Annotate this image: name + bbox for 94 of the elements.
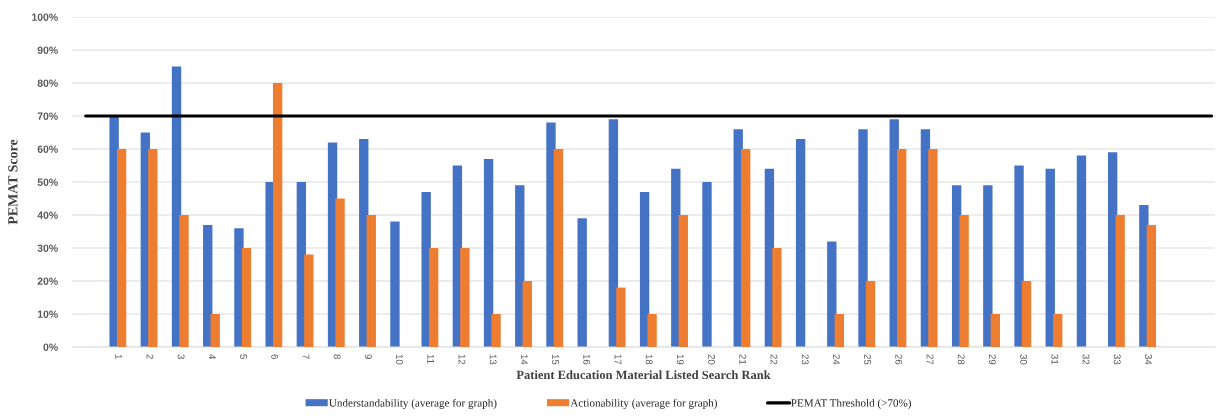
bar <box>148 149 158 347</box>
bar <box>795 139 806 347</box>
legend-label: PEMAT Threshold (>70%) <box>791 398 911 409</box>
y-tick-label: 70% <box>37 112 58 120</box>
bar <box>366 215 376 347</box>
bar <box>1053 314 1063 347</box>
y-tick-label: 40% <box>37 211 58 219</box>
bar <box>335 198 345 347</box>
x-tick-label: 34 <box>1144 354 1152 365</box>
bar <box>772 248 782 347</box>
bar <box>741 149 751 347</box>
x-tick-label: 11 <box>427 354 435 364</box>
x-tick-label: 10 <box>396 354 403 365</box>
bar <box>1045 168 1055 347</box>
bar <box>460 248 470 347</box>
x-tick-label: 23 <box>801 354 809 365</box>
bar <box>983 185 993 347</box>
y-tick-label: 100% <box>32 13 58 21</box>
bar <box>522 281 532 347</box>
bar <box>1146 224 1157 347</box>
bar <box>1021 281 1032 347</box>
x-tick-label: 1 <box>115 354 123 359</box>
x-tick-label: 22 <box>770 354 778 365</box>
x-tick-label: 31 <box>1051 354 1059 365</box>
bar <box>577 218 587 347</box>
bar <box>203 224 213 347</box>
x-axis-title: Patient Education Material Listed Search Rank <box>516 370 771 380</box>
x-tick-label: 5 <box>240 354 247 359</box>
bar <box>959 215 969 347</box>
legend-label: Understandability (average for graph) <box>329 398 497 409</box>
bar <box>272 83 283 347</box>
bar <box>834 314 844 347</box>
x-tick-label: 16 <box>583 354 591 365</box>
x-tick-label: 18 <box>645 354 653 365</box>
y-tick-label: 0% <box>43 343 58 351</box>
bar <box>702 182 712 347</box>
x-tick-label: 8 <box>333 354 341 359</box>
bar <box>428 248 439 347</box>
y-tick-label: 90% <box>37 46 58 54</box>
x-tick-label: 12 <box>458 354 466 365</box>
y-tick-label: 80% <box>37 79 58 87</box>
x-tick-label: 25 <box>864 354 872 365</box>
legend-label: Actionability (average for graph) <box>570 398 717 409</box>
x-tick-label: 14 <box>521 354 528 365</box>
bar <box>616 287 626 347</box>
bar <box>390 221 400 347</box>
x-tick-label: 13 <box>489 354 497 365</box>
y-axis-title: PEMAT Score <box>8 139 18 225</box>
bar <box>304 254 314 347</box>
bar <box>608 119 619 347</box>
y-tick-label: 50% <box>37 178 58 186</box>
x-tick-label: 7 <box>302 354 310 359</box>
bar <box>483 158 494 347</box>
bar <box>647 314 657 347</box>
bar <box>179 215 189 347</box>
y-tick-label: 20% <box>37 277 58 285</box>
x-tick-label: 2 <box>146 354 154 359</box>
x-tick-label: 32 <box>1082 354 1090 365</box>
x-tick-label: 9 <box>364 354 372 359</box>
x-tick-label: 29 <box>988 354 996 365</box>
x-tick-label: 20 <box>708 354 716 365</box>
bar <box>1115 215 1125 347</box>
x-tick-label: 26 <box>895 354 903 365</box>
x-tick-label: 6 <box>271 354 279 359</box>
bar <box>491 314 501 347</box>
x-tick-label: 15 <box>552 354 559 365</box>
bar <box>897 149 907 347</box>
bar <box>553 149 564 347</box>
bar <box>241 248 252 347</box>
x-tick-label: 3 <box>177 354 185 359</box>
bar <box>858 129 868 347</box>
y-tick-label: 60% <box>37 145 58 153</box>
bar <box>928 149 938 347</box>
y-tick-label: 30% <box>37 244 58 252</box>
bar <box>865 281 876 347</box>
bar <box>210 314 220 347</box>
bar <box>515 185 525 347</box>
x-tick-label: 24 <box>833 354 840 365</box>
x-tick-label: 27 <box>926 354 934 365</box>
bar <box>116 149 127 347</box>
x-tick-label: 17 <box>614 354 622 365</box>
bar <box>678 215 688 347</box>
x-tick-label: 30 <box>1020 354 1028 365</box>
bar <box>639 191 650 347</box>
y-tick-label: 10% <box>37 310 58 318</box>
bar <box>827 241 837 347</box>
x-tick-label: 19 <box>676 354 684 365</box>
x-tick-label: 28 <box>957 354 965 365</box>
x-tick-label: 21 <box>739 354 747 365</box>
bar <box>1014 165 1024 347</box>
bar <box>990 314 1000 347</box>
x-tick-label: 4 <box>208 354 216 360</box>
bar <box>1076 155 1087 347</box>
x-tick-label: 33 <box>1113 354 1121 365</box>
